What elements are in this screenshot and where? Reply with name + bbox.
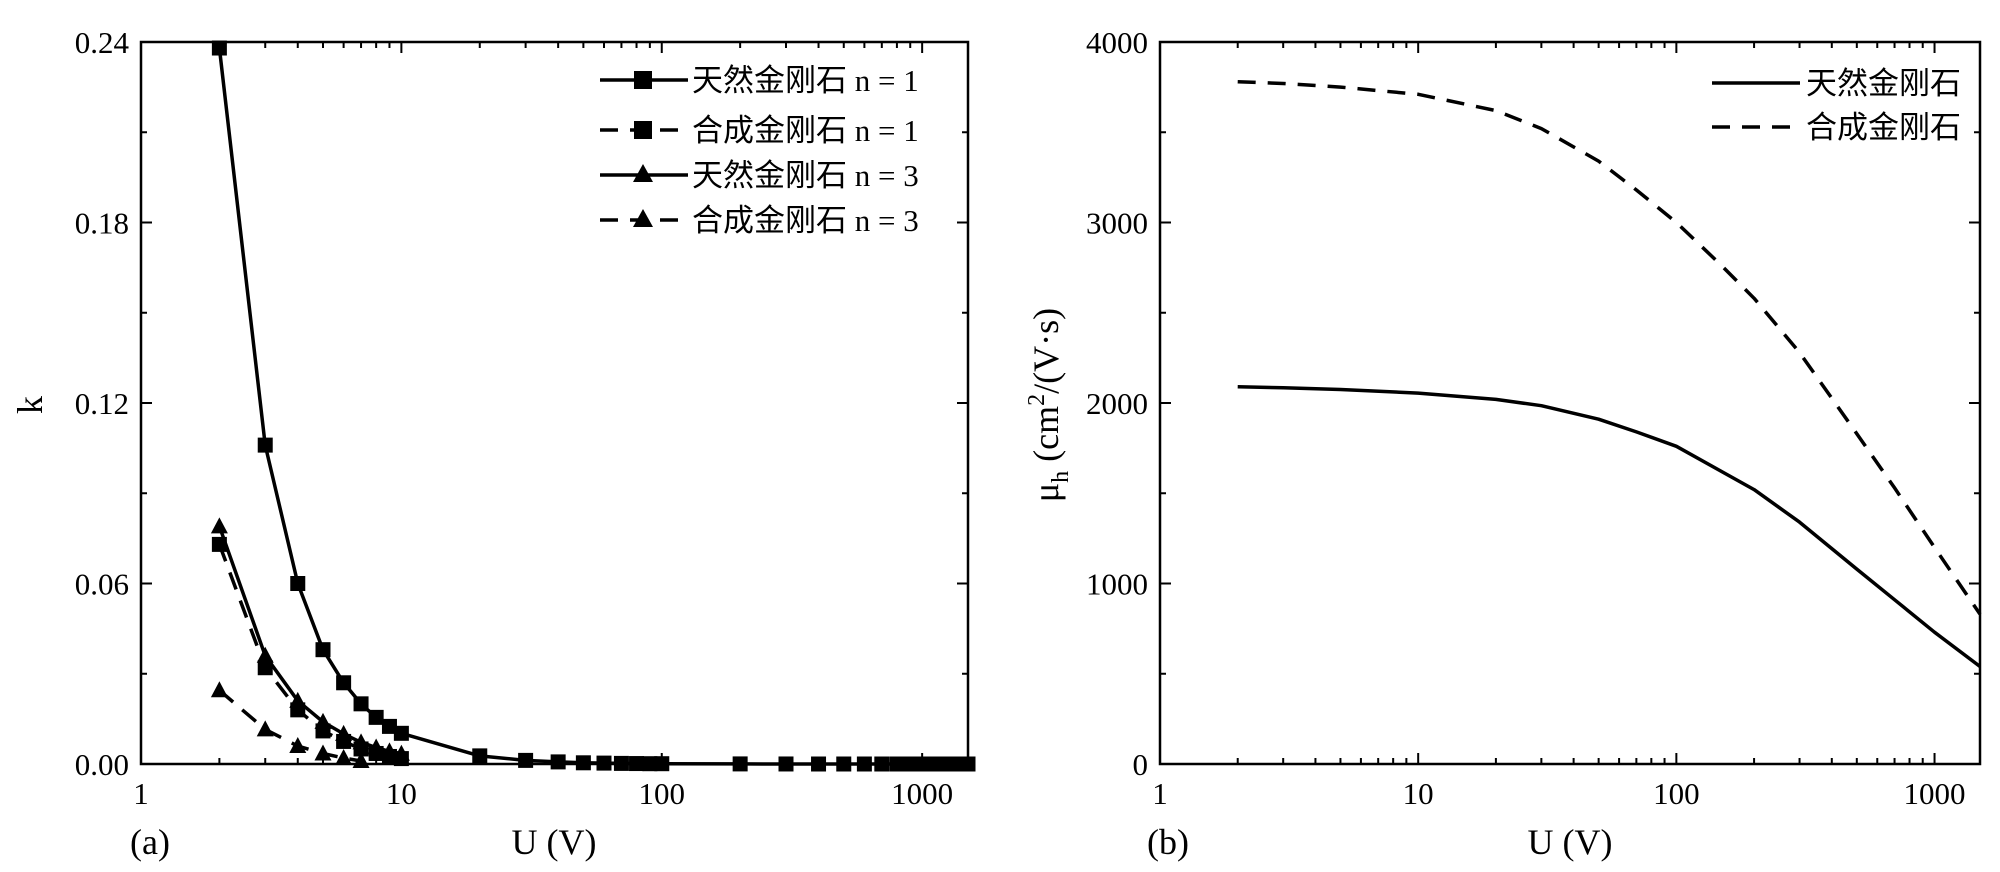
panel-b-x-axis-label: U (V) [1528,822,1613,862]
panel-a-x-tick-label: 1000 [891,776,953,811]
legend-entry-natural-n1: 天然金刚石 n = 1 [600,63,919,98]
panel-b-y-tick-label: 2000 [1086,386,1148,421]
ylabel-unit-close: /(V·s) [1026,308,1066,394]
panel-a-series-0-point [211,40,227,56]
panel-a-series-2-point [392,744,410,761]
panel-a-ticks: 1 10 100 1000 0.00 0.06 0.12 0.18 0.24 [75,25,968,811]
panel-a-series-3-point [210,681,228,698]
panel-a-series-2-point [210,517,228,534]
panel-a-series-0-point [315,642,331,658]
panel-b-x-tick-label: 1000 [1904,776,1966,811]
panel-a-series-0-line [217,47,968,766]
panel-b-y-tick-label: 4000 [1086,25,1148,60]
panel-a-series-0-point [381,718,397,734]
panel-a-series-0-point [368,709,384,725]
panel-a-y-tick-label: 0.24 [75,25,130,60]
panel-b-y-tick-label: 0 [1133,747,1149,782]
panel-a-series-3-point [289,736,307,753]
panel-a-series-2-point [380,742,398,759]
panel-b-plot-area [1237,79,1982,668]
panel-a-series-2-point [289,691,307,708]
ylabel-mu: μ [1026,483,1066,502]
panel-a-label: (a) [130,822,170,862]
panel-a-x-tick-label: 100 [639,776,686,811]
ylabel-unit-superscript: 2 [1024,394,1050,406]
legend-label-synthetic-n1: 合成金刚石 n = 1 [692,113,919,148]
legend-label-synthetic-n3: 合成金刚石 n = 3 [692,203,919,238]
ylabel-mu-subscript: h [1048,471,1074,483]
panel-a-x-tick-label: 10 [386,776,417,811]
panel-a-y-tick-label: 0.06 [75,567,129,602]
panel-b-x-tick-label: 10 [1403,776,1434,811]
panel-b-x-tick-label: 1 [1152,776,1168,811]
panel-a-y-axis-label: k [10,396,50,414]
panel-a-chart: 1 10 100 1000 0.00 0.06 0.12 0.18 0.24 k U (V) (… [10,25,976,862]
panel-b-y-axis-label: μh (cm2/(V·s) [1024,308,1074,502]
ylabel-unit-open: (cm [1026,406,1066,471]
legend-label-natural-n1: 天然金刚石 n = 1 [692,63,919,98]
panel-a-series-0-point [290,576,306,591]
legend-entry-natural-n3: 天然金刚石 n = 3 [600,158,919,193]
panel-a-y-tick-label: 0.00 [75,747,129,782]
panel-a-series-2-point [314,712,332,729]
legend-label-synthetic: 合成金刚石 [1806,110,1961,145]
panel-a-series-2-point [256,646,274,663]
panel-b-label: (b) [1147,822,1189,862]
panel-a-series-2-point [335,724,353,741]
panel-a-series-2-point [352,733,370,750]
panel-a-series-0-point [393,725,409,741]
legend-entry-natural: 天然金刚石 [1712,66,1961,101]
panel-a-series-3-point [256,720,274,737]
panel-a-series-0-point [336,675,352,691]
panel-a-series-2-point [367,738,385,755]
panel-b-x-tick-label: 100 [1653,776,1700,811]
panel-a-y-tick-label: 0.18 [75,206,129,241]
panel-b-series-1-line [1237,79,1982,616]
panel-a-series-3-point [314,744,332,761]
panel-a-series-1-point [257,660,273,676]
panel-b-y-tick-label: 3000 [1086,206,1148,241]
legend-entry-synthetic-n3: 合成金刚石 n = 3 [600,203,919,238]
panel-b-series-0-line [1237,385,1982,668]
panel-a-x-tick-label: 1 [133,776,149,811]
panel-b-chart: 1 10 100 1000 0 1000 2000 3000 4000 μh (cm2/(V·s… [1024,25,1982,862]
panel-a-series-3-line [218,688,362,763]
legend-label-natural-n3: 天然金刚石 n = 3 [692,158,919,193]
panel-b-ticks: 1 10 100 1000 0 1000 2000 3000 4000 [1086,25,1980,811]
panel-a-series-0-point [353,696,369,712]
panel-b-legend: 天然金刚石 合成金刚石 [1712,66,1961,145]
legend-label-natural: 天然金刚石 [1806,66,1961,101]
panel-a-plot-area [210,40,976,772]
panel-a-series-0-point [257,437,273,453]
panel-a-series-1-line [217,543,402,761]
panel-b-frame [1158,40,1982,766]
panel-a-x-axis-label: U (V) [512,822,597,862]
panel-b-y-tick-label: 1000 [1086,567,1148,602]
legend-entry-synthetic: 合成金刚石 [1712,110,1961,145]
panel-a-series-3-point [335,748,353,765]
panel-a-series-0-point [472,748,488,764]
legend-entry-synthetic-n1: 合成金刚石 n = 1 [600,113,919,148]
panel-a-y-tick-label: 0.12 [75,386,129,421]
panel-a-legend: 天然金刚石 n = 1 合成金刚石 n = 1 天然金刚石 n = 3 合成金刚… [600,63,919,238]
